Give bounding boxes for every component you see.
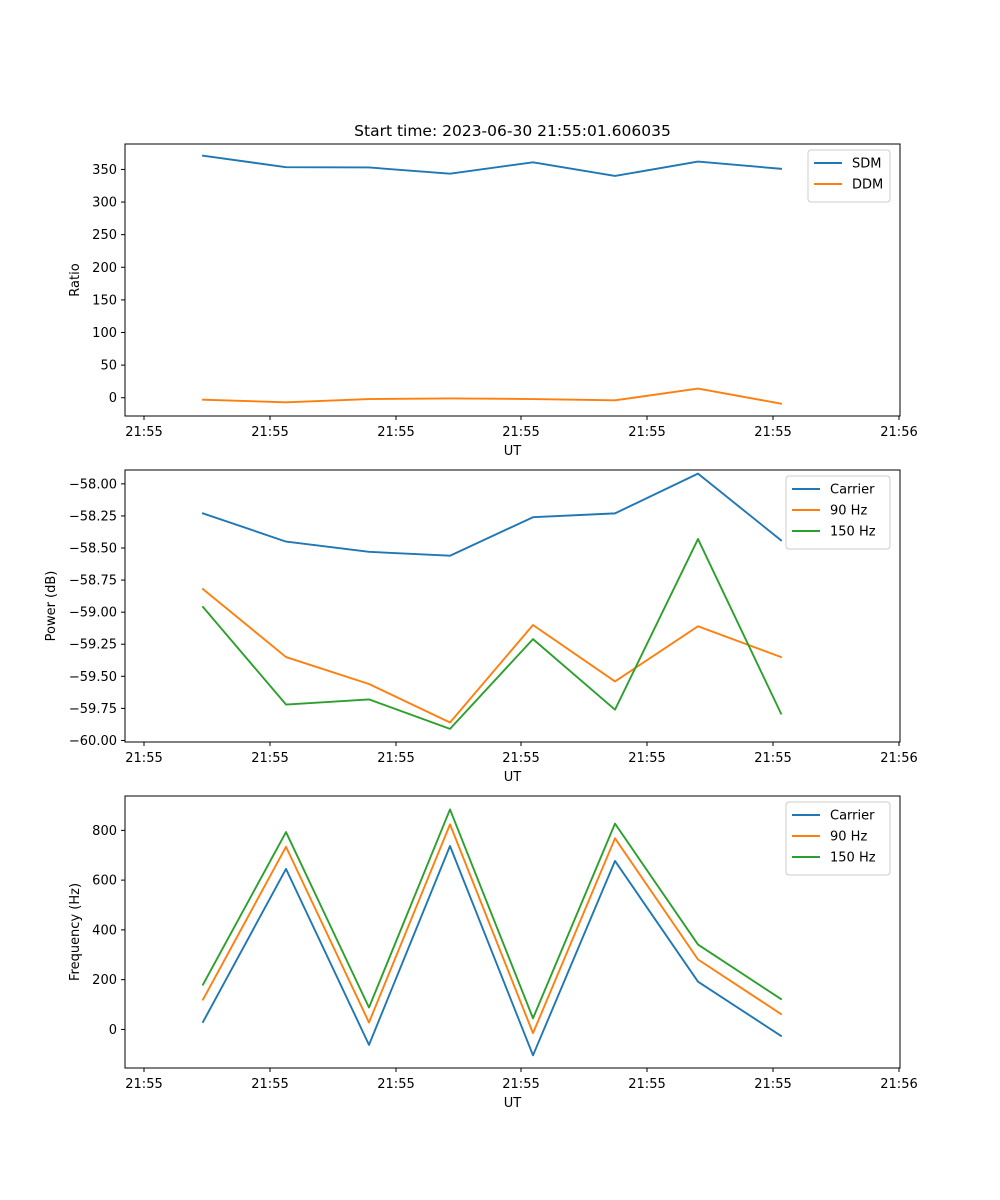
series-line-150-hz [201,808,783,1020]
y-axis-label: Ratio [68,263,83,296]
y-tick-label: −59.50 [69,670,117,685]
x-tick-label: 21:55 [125,425,162,440]
x-tick-label: 21:55 [377,751,414,766]
plot-frame [124,795,901,1069]
chart-panels: 21:55 21:55 21:55 21:55 21:55 21:55 21:56 0 50 10… [44,143,918,1111]
legend: SDM DDM [807,149,891,203]
legend: Carrier 90 Hz 150 Hz [785,475,891,550]
x-tick-label: 21:55 [251,751,288,766]
chart-panel-3: 21:55 21:55 21:55 21:55 21:55 21:55 21:56 0 200 4… [68,795,918,1111]
legend-label: 90 Hz [830,830,867,845]
x-tick-label: 21:55 [502,425,539,440]
y-tick-label: 150 [92,293,117,308]
chart-panel-1: 21:55 21:55 21:55 21:55 21:55 21:55 21:56 0 50 10… [68,143,918,459]
y-tick-label: 100 [92,326,117,341]
x-tick-label: 21:55 [251,425,288,440]
series-line-90-hz [201,587,783,724]
y-tick-label: −58.25 [69,509,117,524]
plot-frame [124,143,901,417]
y-tick-label: 350 [92,163,117,178]
y-tick-label: −58.50 [69,542,117,557]
y-tick-label: 800 [92,824,117,839]
x-tick-label: 21:55 [628,751,665,766]
x-axis-label: UT [504,770,522,785]
y-tick-label: 0 [109,1023,117,1038]
legend-label: Carrier [830,483,875,498]
x-tick-label: 21:55 [377,1077,414,1092]
x-tick-label: 21:55 [628,425,665,440]
y-tick-label: −60.00 [69,734,117,749]
y-tick-label: 600 [92,874,117,889]
x-tick-label: 21:55 [502,1077,539,1092]
plot-frame [124,469,901,743]
x-tick-label: 21:55 [125,1077,162,1092]
x-tick-label: 21:55 [377,425,414,440]
x-tick-label: 21:55 [754,751,791,766]
y-tick-label: −59.25 [69,638,117,653]
y-tick-label: −59.00 [69,606,117,621]
series-line-ddm [202,387,783,405]
x-tick-label: 21:55 [251,1077,288,1092]
legend-label: 90 Hz [830,504,867,519]
x-tick-label: 21:56 [880,751,917,766]
series-line-150-hz [201,538,783,730]
chart-panel-2: 21:55 21:55 21:55 21:55 21:55 21:55 21:56 −60.0… [44,469,918,785]
series-line-carrier [201,472,783,557]
x-tick-label: 21:56 [880,425,917,440]
x-tick-label: 21:55 [125,751,162,766]
y-tick-label: −59.75 [69,702,117,717]
series-line-sdm [201,154,783,177]
x-tick-label: 21:55 [502,751,539,766]
x-tick-label: 21:56 [880,1077,917,1092]
series-line-90-hz [201,823,783,1035]
y-tick-label: 50 [100,359,117,374]
x-tick-label: 21:55 [754,1077,791,1092]
x-axis-label: UT [504,1096,522,1111]
y-tick-label: 200 [92,973,117,988]
y-tick-label: 0 [109,391,117,406]
x-tick-label: 21:55 [628,1077,665,1092]
legend: Carrier 90 Hz 150 Hz [785,801,891,876]
legend-label: 150 Hz [830,525,876,540]
legend-label: DDM [852,178,883,193]
y-tick-label: 400 [92,923,117,938]
x-tick-label: 21:55 [754,425,791,440]
y-tick-label: −58.00 [69,477,117,492]
y-tick-label: −58.75 [69,574,117,589]
legend-label: SDM [852,157,881,172]
figure-title: Start time: 2023-06-30 21:55:01.606035 [354,122,671,140]
y-tick-label: 200 [92,261,117,276]
x-axis-label: UT [504,444,522,459]
legend-label: 150 Hz [830,851,876,866]
y-axis-label: Power (dB) [44,571,59,642]
y-axis-label: Frequency (Hz) [68,883,83,981]
y-tick-label: 250 [92,228,117,243]
y-tick-label: 300 [92,196,117,211]
legend-label: Carrier [830,809,875,824]
series-line-carrier [201,845,783,1057]
